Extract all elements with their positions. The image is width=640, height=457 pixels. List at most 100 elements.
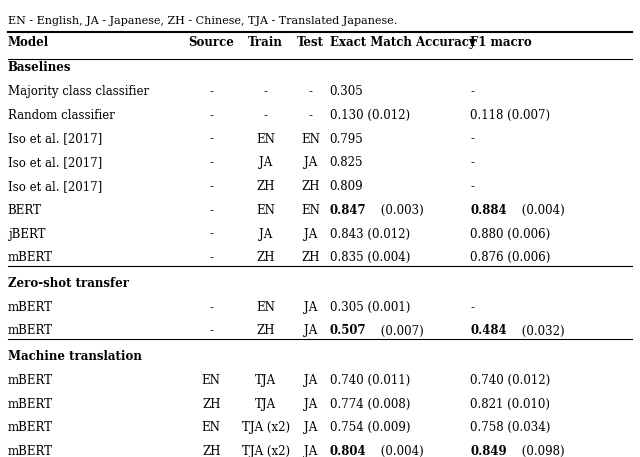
Text: ZH: ZH <box>202 445 220 457</box>
Text: 0.849: 0.849 <box>470 445 507 457</box>
Text: -: - <box>470 85 474 98</box>
Text: 0.843 (0.012): 0.843 (0.012) <box>330 228 410 240</box>
Text: EN: EN <box>256 133 275 145</box>
Text: 0.876 (0.006): 0.876 (0.006) <box>470 251 551 264</box>
Text: -: - <box>264 109 268 122</box>
Text: -: - <box>209 133 213 145</box>
Text: 0.825: 0.825 <box>330 156 363 169</box>
Text: jBERT: jBERT <box>8 228 45 240</box>
Text: -: - <box>209 228 213 240</box>
Text: (0.003): (0.003) <box>377 204 424 217</box>
Text: 0.821 (0.010): 0.821 (0.010) <box>470 398 550 410</box>
Text: Train: Train <box>248 36 283 48</box>
Text: JA: JA <box>304 374 317 387</box>
Text: ZH: ZH <box>202 398 220 410</box>
Text: 0.835 (0.004): 0.835 (0.004) <box>330 251 410 264</box>
Text: 0.804: 0.804 <box>330 445 366 457</box>
Text: -: - <box>470 301 474 314</box>
Text: Model: Model <box>8 36 49 48</box>
Text: mBERT: mBERT <box>8 421 52 434</box>
Text: 0.809: 0.809 <box>330 180 364 193</box>
Text: -: - <box>209 180 213 193</box>
Text: EN: EN <box>301 204 320 217</box>
Text: -: - <box>209 204 213 217</box>
Text: Source: Source <box>188 36 234 48</box>
Text: TJA (x2): TJA (x2) <box>241 421 290 434</box>
Text: (0.098): (0.098) <box>518 445 564 457</box>
Text: 0.740 (0.011): 0.740 (0.011) <box>330 374 410 387</box>
Text: Iso et al. [2017]: Iso et al. [2017] <box>8 180 102 193</box>
Text: JA: JA <box>304 156 317 169</box>
Text: ZH: ZH <box>257 251 275 264</box>
Text: (0.004): (0.004) <box>518 204 564 217</box>
Text: 0.884: 0.884 <box>470 204 507 217</box>
Text: mBERT: mBERT <box>8 251 52 264</box>
Text: ZH: ZH <box>301 251 319 264</box>
Text: 0.795: 0.795 <box>330 133 364 145</box>
Text: 0.754 (0.009): 0.754 (0.009) <box>330 421 410 434</box>
Text: BERT: BERT <box>8 204 42 217</box>
Text: ZH: ZH <box>301 180 319 193</box>
Text: EN: EN <box>256 301 275 314</box>
Text: -: - <box>264 85 268 98</box>
Text: (0.032): (0.032) <box>518 324 564 337</box>
Text: mBERT: mBERT <box>8 374 52 387</box>
Text: Machine translation: Machine translation <box>8 350 141 363</box>
Text: -: - <box>470 180 474 193</box>
Text: 0.130 (0.012): 0.130 (0.012) <box>330 109 410 122</box>
Text: -: - <box>209 301 213 314</box>
Text: EN: EN <box>301 133 320 145</box>
Text: -: - <box>209 324 213 337</box>
Text: 0.118 (0.007): 0.118 (0.007) <box>470 109 550 122</box>
Text: 0.305 (0.001): 0.305 (0.001) <box>330 301 410 314</box>
Text: -: - <box>209 251 213 264</box>
Text: Baselines: Baselines <box>8 61 71 74</box>
Text: mBERT: mBERT <box>8 398 52 410</box>
Text: mBERT: mBERT <box>8 445 52 457</box>
Text: EN: EN <box>202 421 221 434</box>
Text: JA: JA <box>304 421 317 434</box>
Text: mBERT: mBERT <box>8 324 52 337</box>
Text: Exact Match Accuracy: Exact Match Accuracy <box>330 36 476 48</box>
Text: (0.007): (0.007) <box>377 324 424 337</box>
Text: -: - <box>209 85 213 98</box>
Text: 0.774 (0.008): 0.774 (0.008) <box>330 398 410 410</box>
Text: 0.880 (0.006): 0.880 (0.006) <box>470 228 550 240</box>
Text: 0.847: 0.847 <box>330 204 366 217</box>
Text: Zero-shot transfer: Zero-shot transfer <box>8 277 129 290</box>
Text: EN: EN <box>256 204 275 217</box>
Text: JA: JA <box>259 156 272 169</box>
Text: Iso et al. [2017]: Iso et al. [2017] <box>8 133 102 145</box>
Text: EN: EN <box>202 374 221 387</box>
Text: ZH: ZH <box>257 324 275 337</box>
Text: TJA: TJA <box>255 398 276 410</box>
Text: TJA (x2): TJA (x2) <box>241 445 290 457</box>
Text: -: - <box>209 156 213 169</box>
Text: mBERT: mBERT <box>8 301 52 314</box>
Text: TJA: TJA <box>255 374 276 387</box>
Text: JA: JA <box>304 228 317 240</box>
Text: -: - <box>470 133 474 145</box>
Text: JA: JA <box>304 445 317 457</box>
Text: Random classifier: Random classifier <box>8 109 115 122</box>
Text: 0.740 (0.012): 0.740 (0.012) <box>470 374 550 387</box>
Text: -: - <box>209 109 213 122</box>
Text: Test: Test <box>297 36 324 48</box>
Text: 0.305: 0.305 <box>330 85 364 98</box>
Text: 0.484: 0.484 <box>470 324 507 337</box>
Text: -: - <box>308 85 312 98</box>
Text: -: - <box>470 156 474 169</box>
Text: F1 macro: F1 macro <box>470 36 532 48</box>
Text: 0.758 (0.034): 0.758 (0.034) <box>470 421 551 434</box>
Text: JA: JA <box>304 301 317 314</box>
Text: (0.004): (0.004) <box>377 445 424 457</box>
Text: JA: JA <box>304 398 317 410</box>
Text: JA: JA <box>304 324 317 337</box>
Text: EN - English, JA - Japanese, ZH - Chinese, TJA - Translated Japanese.: EN - English, JA - Japanese, ZH - Chines… <box>8 16 397 26</box>
Text: Iso et al. [2017]: Iso et al. [2017] <box>8 156 102 169</box>
Text: JA: JA <box>259 228 272 240</box>
Text: ZH: ZH <box>257 180 275 193</box>
Text: Majority class classifier: Majority class classifier <box>8 85 149 98</box>
Text: 0.507: 0.507 <box>330 324 366 337</box>
Text: -: - <box>308 109 312 122</box>
